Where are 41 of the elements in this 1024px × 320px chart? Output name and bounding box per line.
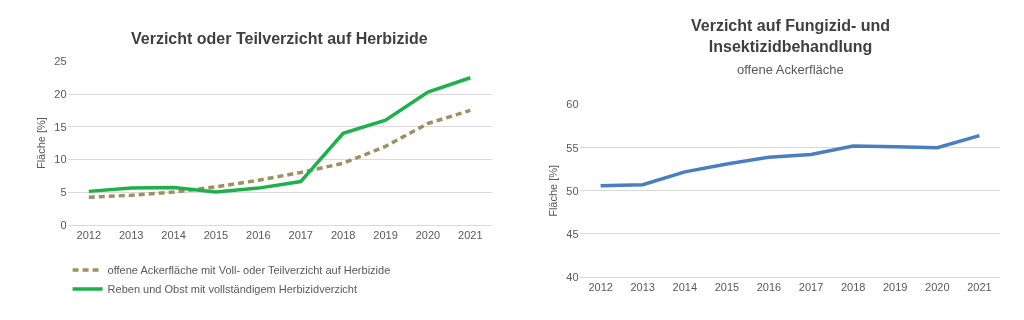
x-tick-label: 2012	[588, 281, 613, 294]
y-axis-title: Fläche [%]	[546, 164, 559, 217]
line-series	[87, 76, 473, 194]
x-tick-label: 2021	[458, 228, 483, 241]
x-tick-label: 2017	[798, 281, 824, 294]
x-tick-label: 2013	[630, 281, 655, 294]
x-tick-label: 2018	[840, 281, 866, 294]
x-tick-label: 2020	[925, 281, 950, 294]
x-tick-label: 2012	[76, 228, 102, 241]
y-tick-label: 25	[54, 55, 67, 68]
x-tick-label: 2016	[246, 228, 271, 241]
y-tick-label: 5	[60, 185, 67, 198]
x-tick-label: 2019	[882, 281, 908, 294]
x-tick-label: 2013	[118, 228, 144, 241]
x-tick-label: 2020	[415, 228, 441, 241]
y-tick-label: 15	[54, 120, 67, 133]
x-tick-label: 2014	[672, 281, 698, 294]
y-tick-label: 10	[54, 153, 67, 166]
legend-label: offene Ackerfläche mit Voll- oder Teilverzicht auf Herbizide	[107, 264, 391, 277]
x-tick-label: 2014	[161, 228, 186, 241]
chart-subtitle: offene Ackerfläche	[737, 62, 844, 77]
x-tick-label: 2015	[714, 281, 740, 294]
x-tick-label: 2015	[203, 228, 229, 241]
x-tick-label: 2017	[288, 228, 313, 241]
x-tick-label: 2016	[756, 281, 782, 294]
chart-title: Verzicht oder Teilverzicht auf Herbizide	[131, 30, 428, 47]
line-series	[598, 133, 982, 188]
line-series	[87, 108, 473, 200]
y-tick-label: 55	[566, 141, 579, 154]
x-tick-label: 2021	[967, 281, 992, 294]
chart-title: Verzicht auf Fungizid- und Insektizidbehandlung	[691, 17, 891, 55]
y-tick-label: 20	[54, 87, 67, 100]
y-tick-label: 40	[566, 270, 579, 283]
y-tick-label: 60	[566, 98, 579, 111]
y-tick-label: 0	[60, 218, 67, 231]
y-axis-title: Fläche [%]	[34, 117, 47, 170]
legend-label: Reben und Obst mit vollständigem Herbizidverzicht	[107, 283, 358, 296]
y-tick-label: 50	[566, 184, 579, 197]
x-tick-label: 2019	[373, 228, 398, 241]
y-tick-label: 45	[566, 227, 579, 240]
x-tick-label: 2018	[330, 228, 356, 241]
